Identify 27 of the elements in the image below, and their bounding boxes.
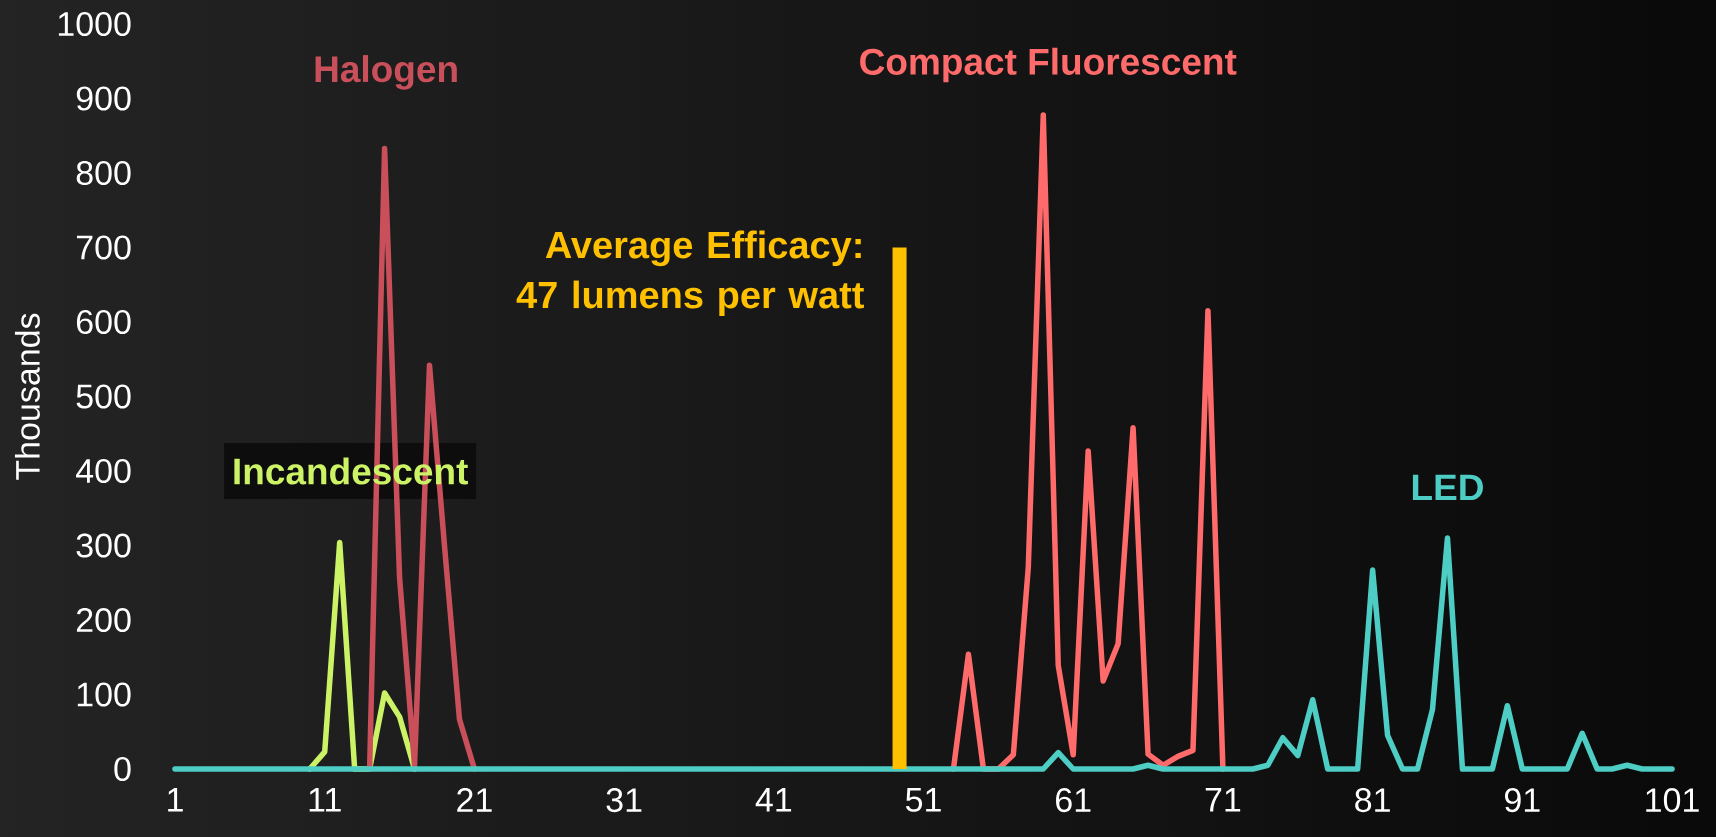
x-tick-label: 81 <box>1355 788 1390 813</box>
y-tick-label: 100 <box>77 682 131 707</box>
x-tick-label: 61 <box>1056 788 1091 813</box>
x-tick-label: 71 <box>1205 788 1241 812</box>
y-tick-label: 200 <box>76 607 131 633</box>
y-tick-label: 1000 <box>58 11 131 37</box>
y-tick-label: 400 <box>76 458 131 484</box>
y-tick-label: 800 <box>76 160 131 186</box>
x-tick-label: 11 <box>309 788 341 812</box>
x-tick-label: 101 <box>1646 788 1699 813</box>
y-tick-label: 500 <box>76 384 131 409</box>
annotation: Average Efficacy: 47 lumens per watt <box>516 230 864 316</box>
x-tick-label: 51 <box>905 788 941 812</box>
y-tick-label: 900 <box>76 86 131 111</box>
x-tick-label: 31 <box>606 788 642 813</box>
series-label: Compact Fluorescent <box>860 47 1237 83</box>
y-tick-label: 700 <box>76 235 131 260</box>
x-tick-label: 1 <box>168 788 183 812</box>
x-tick-label: 91 <box>1505 788 1540 813</box>
text: Halogen <box>315 55 457 90</box>
x-tick-label: 41 <box>755 788 792 812</box>
y-tick-label: 0 <box>114 756 131 782</box>
y-axis-title: Thousands <box>14 313 40 480</box>
y-tick-label: 300 <box>76 533 131 558</box>
y-tick-label: 600 <box>76 309 131 335</box>
series-label: LED <box>1412 474 1483 501</box>
x-tick-label: 21 <box>457 788 492 812</box>
